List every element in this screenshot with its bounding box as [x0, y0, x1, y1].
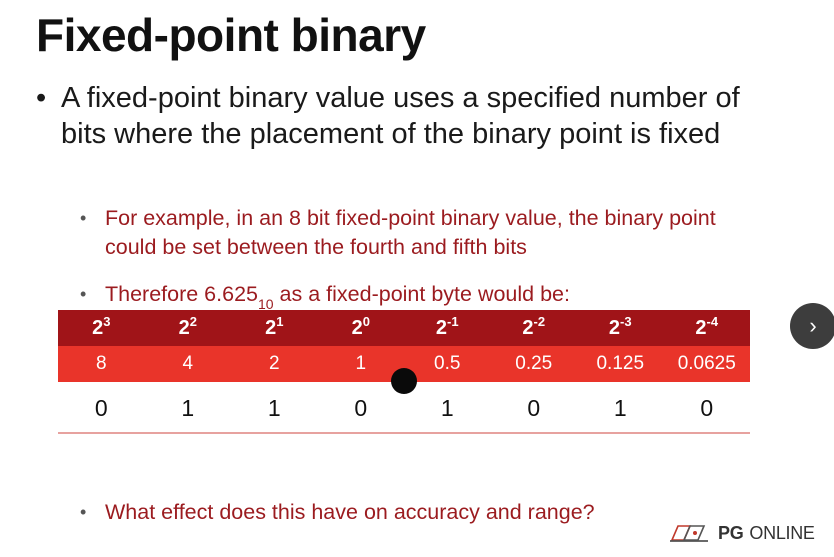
logo-online-text: ONLINE	[749, 522, 815, 543]
logo-pg-text: PG	[718, 522, 744, 543]
main-bullet-text: A fixed-point binary value uses a specif…	[61, 82, 740, 150]
place-value-powers-row: 23 22 21 20 2-1 2-2 2-3 2-4	[58, 310, 750, 346]
power-cell: 2-3	[608, 314, 632, 339]
base-subscript: 10	[258, 296, 274, 312]
value-cell: 0.0625	[677, 353, 736, 374]
sub-bullet-text-before: Therefore 6.625	[105, 282, 258, 306]
value-cell: 8	[95, 353, 107, 374]
binary-point-marker	[391, 368, 417, 394]
power-cell: 22	[178, 314, 197, 339]
bullet-dot: •	[80, 208, 87, 228]
fixed-point-table: 23 22 21 20 2-1 2-2 2-3 2-4 8 4 2 1 0.5 …	[58, 310, 750, 434]
sub-bullet-question: • What effect does this have on accuracy…	[80, 498, 700, 527]
bullet-dot: •	[36, 82, 47, 114]
power-cell: 2-4	[695, 314, 719, 339]
laptop-book-icon	[670, 525, 708, 542]
next-slide-button[interactable]: ›	[790, 303, 834, 349]
power-cell: 23	[92, 314, 111, 339]
bit-cell: 1	[440, 395, 454, 421]
main-bullet: • A fixed-point binary value uses a spec…	[36, 80, 776, 152]
power-cell: 20	[351, 314, 370, 339]
bit-cell: 0	[354, 395, 368, 421]
slide-title: Fixed-point binary	[36, 9, 426, 61]
chevron-right-icon: ›	[809, 313, 817, 338]
value-cell: 0.5	[434, 353, 461, 374]
power-cell: 2-1	[435, 314, 459, 339]
value-cell: 1	[355, 353, 367, 374]
sub-bullet-text: Therefore 6.62510 as a fixed-point byte …	[80, 280, 760, 312]
bullet-dot: •	[80, 284, 87, 304]
binary-bits-row: 0 1 1 0 1 0 1 0	[58, 382, 750, 434]
bit-cell: 0	[94, 395, 108, 421]
bit-cell: 1	[267, 395, 281, 421]
power-cell: 2-2	[522, 314, 546, 339]
value-cell: 0.125	[596, 353, 645, 374]
bit-cell: 1	[181, 395, 195, 421]
pg-online-logo: PG ONLINE	[668, 520, 815, 546]
sub-bullet-example: • For example, in an 8 bit fixed-point b…	[80, 204, 760, 262]
bit-cell: 1	[613, 395, 627, 421]
bit-cell: 0	[700, 395, 714, 421]
sub-bullet-text-after: as a fixed-point byte would be:	[273, 282, 570, 306]
value-cell: 4	[182, 353, 194, 374]
bullet-dot: •	[80, 502, 87, 522]
sub-bullet-text: What effect does this have on accuracy a…	[105, 500, 595, 524]
power-cell: 21	[265, 314, 284, 339]
value-cell: 0.25	[515, 353, 553, 374]
value-cell: 2	[268, 353, 280, 374]
sub-bullet-text: For example, in an 8 bit fixed-point bin…	[105, 206, 716, 259]
sub-bullet-therefore: • Therefore 6.62510 as a fixed-point byt…	[80, 280, 760, 312]
bit-cell: 0	[527, 395, 541, 421]
